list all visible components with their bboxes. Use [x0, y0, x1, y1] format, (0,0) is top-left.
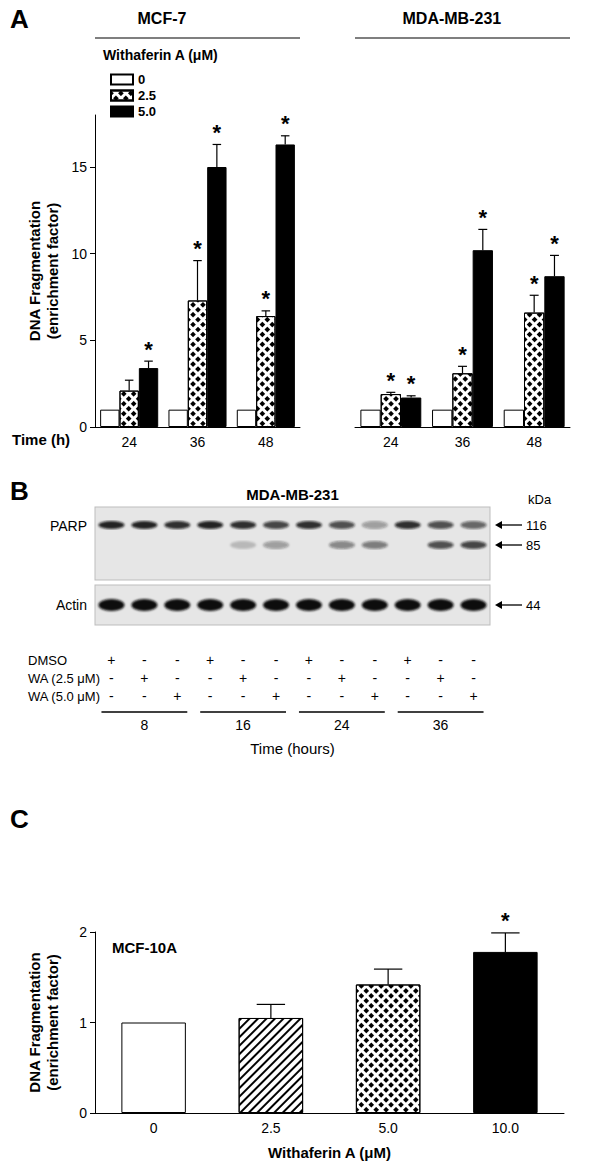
svg-text:DNA Fragmentation: DNA Fragmentation — [26, 201, 43, 341]
svg-text:2.5: 2.5 — [261, 1120, 281, 1136]
svg-text:-: - — [142, 652, 147, 668]
svg-text:-: - — [109, 688, 114, 704]
svg-text:+: + — [107, 652, 115, 668]
svg-text:-: - — [175, 670, 180, 686]
svg-text:+: + — [338, 670, 346, 686]
svg-text:2.5: 2.5 — [138, 88, 156, 103]
svg-text:2: 2 — [79, 924, 87, 940]
svg-text:+: + — [469, 688, 477, 704]
svg-text:5.0: 5.0 — [378, 1120, 398, 1136]
svg-text:+: + — [239, 670, 247, 686]
svg-text:36: 36 — [433, 717, 449, 733]
svg-text:DNA Fragmentation: DNA Fragmentation — [26, 952, 43, 1092]
svg-text:-: - — [438, 652, 443, 668]
svg-text:24: 24 — [334, 717, 350, 733]
svg-text:+: + — [272, 688, 280, 704]
svg-text:24: 24 — [383, 434, 399, 450]
svg-text:116: 116 — [526, 518, 547, 533]
svg-text:48: 48 — [526, 434, 542, 450]
svg-text:*: * — [479, 205, 488, 230]
svg-text:MDA-MB-231: MDA-MB-231 — [246, 486, 339, 503]
svg-text:-: - — [142, 688, 147, 704]
svg-text:-: - — [340, 688, 345, 704]
svg-text:-: - — [274, 670, 279, 686]
svg-text:-: - — [471, 652, 476, 668]
svg-text:+: + — [371, 688, 379, 704]
svg-text:10.0: 10.0 — [492, 1120, 519, 1136]
svg-text:WA (2.5 μM): WA (2.5 μM) — [28, 671, 100, 686]
svg-text:+: + — [437, 670, 445, 686]
svg-text:-: - — [405, 688, 410, 704]
svg-text:44: 44 — [526, 598, 540, 613]
svg-text:*: * — [144, 337, 153, 362]
svg-text:-: - — [241, 652, 246, 668]
svg-text:*: * — [281, 111, 290, 136]
svg-text:DMSO: DMSO — [28, 653, 67, 668]
svg-text:Time (hours): Time (hours) — [250, 740, 334, 757]
svg-text:*: * — [387, 368, 396, 393]
svg-text:1: 1 — [79, 1015, 87, 1031]
svg-text:-: - — [372, 652, 377, 668]
svg-text:0: 0 — [150, 1120, 158, 1136]
svg-text:MCF-7: MCF-7 — [138, 10, 187, 27]
svg-text:*: * — [262, 286, 271, 311]
svg-text:36: 36 — [455, 434, 471, 450]
svg-text:C: C — [10, 804, 29, 834]
svg-text:(enrichment factor): (enrichment factor) — [44, 203, 61, 340]
svg-text:-: - — [372, 670, 377, 686]
svg-text:*: * — [458, 342, 467, 367]
svg-text:-: - — [340, 652, 345, 668]
svg-text:A: A — [10, 4, 29, 34]
svg-text:-: - — [241, 688, 246, 704]
svg-text:24: 24 — [121, 434, 137, 450]
svg-text:*: * — [213, 120, 222, 145]
svg-text:Actin: Actin — [56, 597, 87, 613]
svg-text:+: + — [173, 688, 181, 704]
svg-text:+: + — [305, 652, 313, 668]
svg-text:-: - — [405, 670, 410, 686]
svg-text:-: - — [208, 688, 213, 704]
svg-text:*: * — [193, 236, 202, 261]
svg-text:10: 10 — [71, 246, 87, 262]
svg-text:36: 36 — [190, 434, 206, 450]
svg-text:5.0: 5.0 — [138, 104, 156, 119]
svg-text:+: + — [140, 670, 148, 686]
svg-text:(enrichment factor): (enrichment factor) — [44, 954, 61, 1091]
svg-text:-: - — [438, 688, 443, 704]
svg-text:5: 5 — [79, 332, 87, 348]
svg-text:*: * — [530, 271, 539, 296]
svg-text:0: 0 — [138, 72, 145, 87]
svg-text:-: - — [307, 670, 312, 686]
svg-text:16: 16 — [235, 717, 251, 733]
svg-text:MCF-10A: MCF-10A — [112, 939, 177, 956]
svg-text:85: 85 — [526, 538, 540, 553]
svg-text:*: * — [550, 231, 559, 256]
svg-text:-: - — [471, 670, 476, 686]
svg-text:8: 8 — [140, 717, 148, 733]
svg-text:B: B — [10, 476, 29, 506]
svg-text:MDA-MB-231: MDA-MB-231 — [403, 10, 502, 27]
svg-text:48: 48 — [258, 434, 274, 450]
svg-text:-: - — [175, 652, 180, 668]
svg-text:WA (5.0 μM): WA (5.0 μM) — [28, 689, 100, 704]
svg-text:*: * — [501, 908, 510, 933]
svg-text:Withaferin A (μM): Withaferin A (μM) — [103, 47, 218, 63]
svg-text:Withaferin A (μM): Withaferin A (μM) — [268, 1144, 391, 1161]
svg-text:PARP: PARP — [50, 518, 87, 534]
svg-text:kDa: kDa — [528, 492, 552, 507]
svg-text:-: - — [274, 652, 279, 668]
svg-text:+: + — [404, 652, 412, 668]
svg-text:-: - — [208, 670, 213, 686]
svg-text:-: - — [109, 670, 114, 686]
svg-text:-: - — [307, 688, 312, 704]
svg-text:Time (h): Time (h) — [12, 431, 70, 448]
svg-text:15: 15 — [71, 159, 87, 175]
svg-text:+: + — [206, 652, 214, 668]
svg-text:0: 0 — [79, 1105, 87, 1121]
svg-text:0: 0 — [79, 419, 87, 435]
svg-text:*: * — [407, 371, 416, 396]
